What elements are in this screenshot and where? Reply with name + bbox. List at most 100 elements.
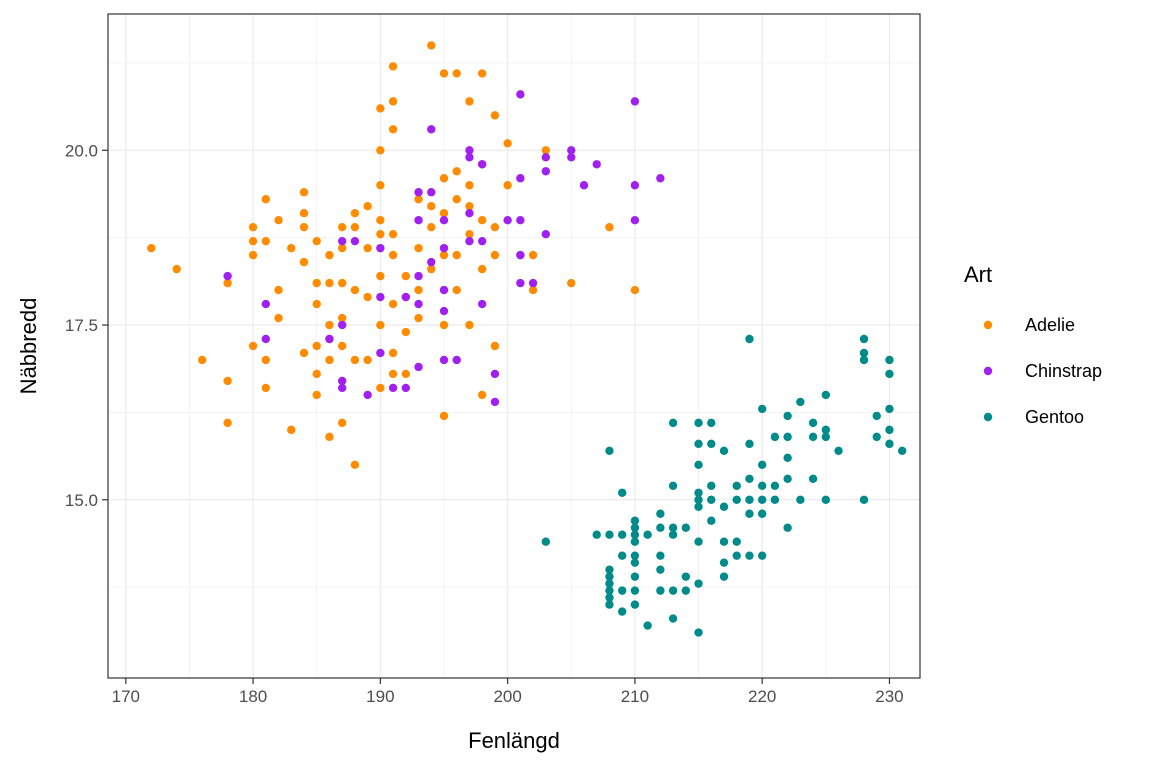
point-chinstrap: [427, 125, 436, 134]
point-adelie: [503, 181, 512, 190]
x-tick-label: 210: [621, 687, 649, 706]
y-tick-label: 20.0: [65, 141, 98, 160]
point-gentoo: [808, 432, 818, 442]
point-gentoo: [885, 355, 894, 365]
y-tick-label: 15.0: [65, 491, 98, 510]
point-adelie: [312, 341, 321, 351]
point-gentoo: [745, 551, 754, 560]
point-adelie: [376, 181, 385, 190]
point-chinstrap: [490, 369, 500, 379]
point-gentoo: [885, 404, 894, 414]
x-axis: 170 180 190 200 210 220 230: [112, 678, 904, 706]
point-gentoo: [707, 439, 716, 449]
point-gentoo: [707, 481, 716, 490]
point-adelie: [248, 341, 258, 351]
x-tick-label: 190: [366, 687, 394, 706]
point-adelie: [274, 285, 283, 295]
point-chinstrap: [337, 320, 347, 330]
major-gridlines: [108, 14, 920, 678]
point-gentoo: [694, 418, 703, 428]
point-gentoo: [757, 460, 767, 470]
point-gentoo: [834, 446, 843, 456]
point-adelie: [388, 62, 398, 71]
y-axis: 15.0 17.5 20.0: [65, 141, 108, 510]
point-gentoo: [605, 600, 614, 609]
point-adelie: [337, 418, 347, 428]
point-gentoo: [630, 586, 640, 595]
x-axis-title: Fenlängd: [468, 728, 560, 753]
point-chinstrap: [401, 383, 411, 393]
point-gentoo: [605, 446, 614, 456]
y-axis-title: Näbbredd: [16, 298, 41, 395]
point-adelie: [350, 222, 360, 232]
point-chinstrap: [261, 334, 271, 344]
point-gentoo: [681, 572, 691, 581]
point-adelie: [490, 250, 500, 260]
point-gentoo: [605, 593, 614, 602]
point-gentoo: [668, 481, 678, 490]
point-gentoo: [630, 572, 640, 581]
point-adelie: [312, 299, 321, 309]
point-adelie: [376, 383, 385, 393]
point-adelie: [147, 243, 156, 253]
point-chinstrap: [630, 181, 640, 190]
point-adelie: [388, 250, 398, 260]
legend-item-adelie: Adelie: [983, 315, 1075, 335]
point-chinstrap: [376, 243, 385, 253]
point-adelie: [197, 355, 207, 365]
point-adelie: [414, 243, 423, 253]
point-gentoo: [821, 390, 831, 400]
point-adelie: [325, 432, 334, 442]
point-gentoo: [656, 565, 665, 574]
point-gentoo: [872, 432, 881, 442]
legend-item-gentoo: Gentoo: [983, 407, 1084, 427]
legend-label-adelie: Adelie: [1025, 315, 1075, 335]
point-adelie: [299, 257, 309, 267]
point-adelie: [299, 222, 309, 232]
point-adelie: [477, 69, 487, 78]
point-gentoo: [605, 586, 614, 595]
point-adelie: [287, 243, 296, 253]
point-gentoo: [694, 495, 703, 504]
point-gentoo: [617, 607, 627, 616]
legend-label-gentoo: Gentoo: [1025, 407, 1084, 427]
point-adelie: [312, 390, 321, 400]
point-gentoo: [719, 537, 729, 546]
point-gentoo: [630, 537, 640, 546]
point-adelie: [452, 69, 461, 78]
point-chinstrap: [516, 215, 525, 225]
legend-key-adelie: [983, 320, 993, 330]
point-adelie: [325, 355, 334, 365]
point-chinstrap: [477, 299, 487, 309]
point-chinstrap: [414, 299, 423, 309]
point-adelie: [363, 202, 372, 211]
point-gentoo: [668, 418, 678, 428]
point-gentoo: [745, 439, 754, 449]
point-gentoo: [757, 551, 767, 560]
x-tick-label: 230: [875, 687, 903, 706]
legend-title: Art: [964, 262, 992, 287]
point-adelie: [401, 369, 411, 379]
point-adelie: [337, 313, 347, 323]
point-gentoo: [694, 460, 703, 470]
point-adelie: [376, 215, 385, 225]
point-adelie: [223, 418, 232, 428]
point-chinstrap: [427, 188, 436, 197]
point-chinstrap: [541, 229, 551, 239]
point-chinstrap: [439, 306, 449, 316]
point-gentoo: [719, 558, 729, 567]
point-chinstrap: [388, 383, 398, 393]
point-gentoo: [732, 537, 741, 546]
point-adelie: [376, 320, 385, 330]
point-adelie: [376, 104, 385, 113]
point-gentoo: [770, 432, 780, 442]
point-gentoo: [630, 523, 640, 532]
point-gentoo: [630, 516, 640, 525]
point-adelie: [376, 229, 385, 239]
legend-key-gentoo: [983, 412, 993, 422]
point-adelie: [427, 222, 436, 232]
point-adelie: [465, 202, 474, 211]
point-adelie: [325, 250, 334, 260]
point-adelie: [465, 229, 474, 239]
point-gentoo: [859, 355, 869, 365]
